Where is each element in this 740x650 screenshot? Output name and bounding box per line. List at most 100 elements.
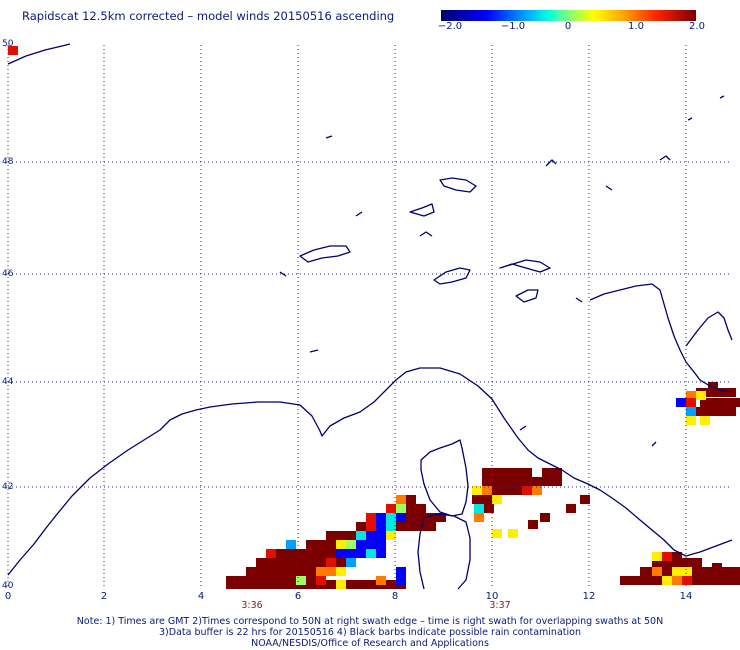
wind-cell [386,513,396,522]
wind-cell [386,580,396,589]
wind-cell [716,407,726,416]
wind-cell [316,549,326,558]
wind-cell [640,576,650,585]
wind-cell [436,513,446,522]
wind-cell [720,398,730,407]
wind-cell [396,504,406,513]
wind-cell [296,576,306,585]
wind-cell [406,513,416,522]
lat-label: 42 [2,482,14,492]
wind-cell [482,477,492,486]
wind-cell [276,580,286,589]
wind-cell [512,486,522,495]
wind-cell [720,576,730,585]
wind-cell [474,513,484,522]
wind-cell [700,567,710,576]
lon-label: 10 [485,591,499,602]
wind-cell [266,567,276,576]
wind-cell [528,520,538,529]
wind-cell [662,558,672,567]
wind-cell [652,567,662,576]
wind-cell [316,540,326,549]
wind-cell [346,531,356,540]
wind-cell [672,558,682,567]
wind-cell [326,567,336,576]
coastline [7,43,733,590]
wind-cell [316,567,326,576]
wind-cell [356,549,366,558]
lon-label: 4 [197,591,205,602]
wind-cell [306,540,316,549]
wind-cells [8,46,740,589]
wind-cell [336,540,346,549]
wind-cell [336,567,346,576]
wind-cell [286,540,296,549]
wind-cell [672,552,682,561]
wind-cell [286,549,296,558]
wind-cell [316,558,326,567]
wind-cell [396,495,406,504]
lat-label: 48 [2,157,14,167]
lon-label: 14 [679,591,693,602]
wind-cell [686,407,696,416]
wind-cell [482,495,492,504]
wind-cell [540,513,550,522]
wind-cell [512,468,522,477]
wind-cell [700,576,710,585]
wind-cell [474,504,484,513]
lat-label: 50 [2,39,14,49]
wind-cell [472,495,482,504]
wind-cell [426,522,436,531]
wind-cell [710,398,720,407]
wind-cell [8,46,18,55]
wind-cell [286,567,296,576]
wind-cell [686,391,696,400]
wind-cell [710,576,720,585]
wind-cell [650,576,660,585]
lat-label: 40 [2,581,14,591]
wind-cell [682,558,692,567]
wind-cell [682,567,692,576]
wind-cell [276,549,286,558]
wind-cell [396,522,406,531]
wind-cell [482,468,492,477]
wind-cell [676,398,686,407]
wind-cell [226,580,236,589]
note-line: NOAA/NESDIS/Office of Research and Appli… [251,638,489,649]
colorbar [441,10,696,21]
graticule [7,45,732,589]
wind-cell [492,529,502,538]
wind-cell [306,580,316,589]
wind-cell [266,549,276,558]
wind-cell [396,567,406,576]
wind-cell [640,567,650,576]
wind-cell [286,580,296,589]
wind-cell [386,504,396,513]
wind-cell [406,504,416,513]
swath-time: 3:37 [489,600,511,611]
wind-cell [652,552,662,561]
wind-cell [356,522,366,531]
wind-cell [720,567,730,576]
wind-cell [326,540,336,549]
wind-cell [690,576,700,585]
wind-cell [386,531,396,540]
wind-cell [502,477,512,486]
wind-cell [620,576,630,585]
wind-cell [366,522,376,531]
wind-cell [686,398,696,407]
wind-cell [512,477,522,486]
wind-cell [346,540,356,549]
wind-cell [690,567,700,576]
wind-cell [482,486,492,495]
wind-cell [256,567,266,576]
wind-cell [376,576,386,585]
swath-time: 3:36 [241,600,263,611]
wind-cell [326,558,336,567]
wind-cell [366,531,376,540]
wind-cell [730,576,740,585]
wind-cell [502,486,512,495]
wind-cell [426,513,436,522]
note-line: Note: 1) Times are GMT 2)Times correspon… [76,616,664,627]
